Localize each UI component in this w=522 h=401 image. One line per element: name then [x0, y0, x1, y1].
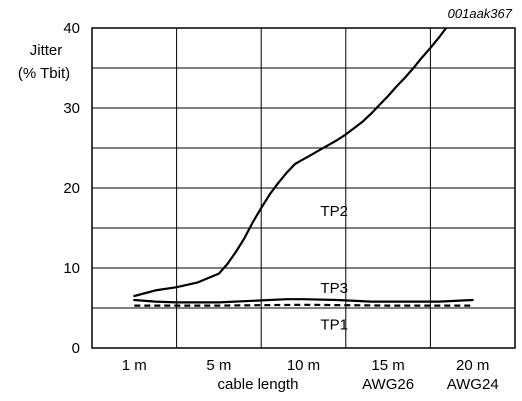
- y-tick-label: 0: [72, 340, 80, 357]
- series-label-tp1: TP1: [320, 317, 348, 334]
- series-line-tp3: [133, 298, 474, 304]
- series-label-tp3: TP3: [320, 280, 348, 297]
- x-tick-sublabel: AWG24: [447, 376, 499, 393]
- y-tick-label: 30: [63, 100, 80, 117]
- y-axis-label-line-1: Jitter: [30, 42, 63, 59]
- grid: [92, 28, 515, 348]
- x-tick-label: 1 m: [122, 357, 147, 374]
- y-axis-label-line-2: (% Tbit): [18, 65, 70, 82]
- x-tick-label: 20 m: [456, 357, 489, 374]
- x-axis-ticks: 1 m 5 m 10 m 15 m AWG26 20 m AWG24: [122, 357, 499, 393]
- y-tick-label: 20: [63, 180, 80, 197]
- series-line-tp1: [134, 303, 473, 307]
- x-axis-label: cable length: [218, 376, 299, 393]
- series-line-tp2: [133, 28, 448, 298]
- x-tick-label: 10 m: [287, 357, 320, 374]
- y-axis-ticks: 0 10 20 30 40: [63, 20, 80, 357]
- y-tick-label: 10: [63, 260, 80, 277]
- y-tick-label: 40: [63, 20, 80, 37]
- series-labels: TP2 TP3 TP1: [320, 203, 348, 334]
- series-lines: [133, 28, 474, 307]
- x-tick-label: 15 m: [371, 357, 404, 374]
- x-tick-label: 5 m: [206, 357, 231, 374]
- x-tick-sublabel: AWG26: [362, 376, 414, 393]
- figure-code: 001aak367: [448, 6, 513, 21]
- series-label-tp2: TP2: [320, 203, 348, 220]
- plot-frame: [91, 27, 516, 349]
